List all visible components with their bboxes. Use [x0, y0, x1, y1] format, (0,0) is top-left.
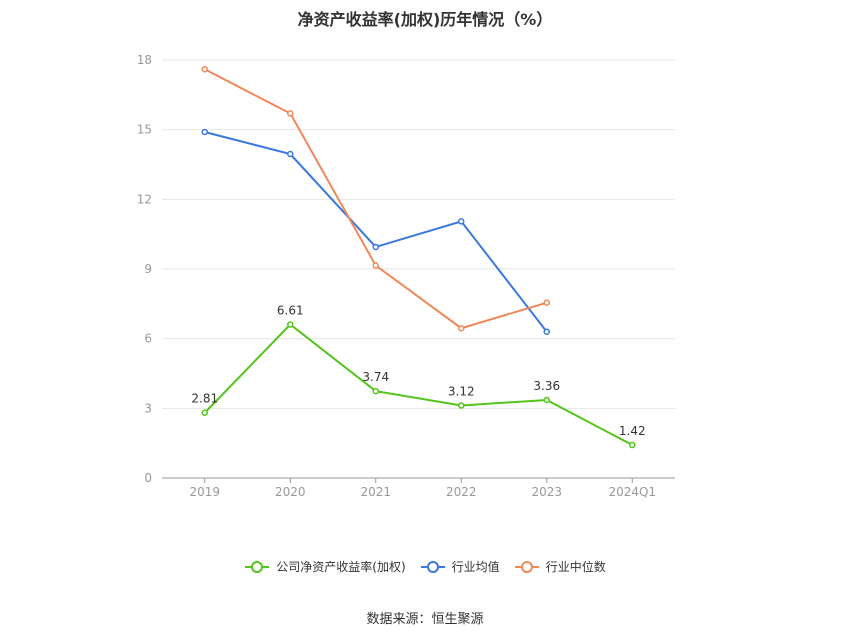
- legend-marker-icon: [420, 560, 445, 573]
- data-point: [201, 409, 208, 416]
- data-point: [543, 328, 550, 335]
- data-point: [287, 321, 294, 328]
- data-point: [458, 324, 465, 332]
- x-tick-label: 2020: [275, 485, 306, 499]
- y-tick-label: 6: [144, 332, 152, 346]
- data-label: 2.81: [191, 392, 218, 406]
- legend-marker-icon: [514, 560, 539, 573]
- data-label: 1.42: [619, 424, 646, 438]
- data-label: 3.36: [533, 379, 560, 393]
- legend-label: 公司净资产收益率(加权): [276, 560, 406, 574]
- x-tick-label: 2024Q1: [608, 485, 656, 499]
- series-line: [204, 323, 633, 446]
- data-point: [458, 402, 465, 409]
- y-tick-label: 0: [144, 471, 152, 485]
- legend-item[interactable]: 行业均值: [420, 558, 500, 575]
- data-point: [543, 396, 550, 404]
- data-point: [287, 150, 294, 158]
- series-line: [204, 131, 548, 333]
- data-point: [287, 110, 294, 117]
- source-note: 数据来源：恒生聚源: [366, 612, 484, 627]
- data-point: [458, 218, 465, 225]
- data-point: [372, 262, 379, 269]
- legend-item[interactable]: 公司净资产收益率(加权): [244, 558, 406, 575]
- y-tick-label: 12: [137, 192, 152, 206]
- legend-marker-icon: [245, 560, 270, 573]
- y-tick-label: 15: [137, 123, 152, 137]
- x-tick-label: 2019: [189, 485, 220, 499]
- y-tick-label: 9: [144, 262, 152, 276]
- data-point: [543, 299, 550, 306]
- data-point: [629, 441, 636, 449]
- x-tick-label: 2023: [531, 485, 562, 499]
- data-label: 6.61: [277, 304, 304, 318]
- data-point: [201, 128, 208, 136]
- data-point: [372, 387, 379, 395]
- data-point: [201, 66, 208, 73]
- chart-title: 净资产收益率(加权)历年情况（%）: [297, 10, 553, 29]
- data-label: 3.12: [448, 385, 475, 399]
- legend-item[interactable]: 行业中位数: [514, 558, 606, 575]
- data-point: [372, 243, 379, 251]
- x-tick-label: 2021: [360, 485, 391, 499]
- y-tick-label: 3: [144, 401, 152, 415]
- legend: 公司净资产收益率(加权) 行业均值 行业中位数: [0, 558, 850, 575]
- y-tick-label: 18: [137, 53, 152, 67]
- series-line: [204, 68, 548, 330]
- x-tick-label: 2022: [446, 485, 477, 499]
- data-label: 3.74: [362, 370, 389, 384]
- legend-label: 行业中位数: [545, 560, 606, 574]
- legend-label: 行业均值: [451, 560, 500, 574]
